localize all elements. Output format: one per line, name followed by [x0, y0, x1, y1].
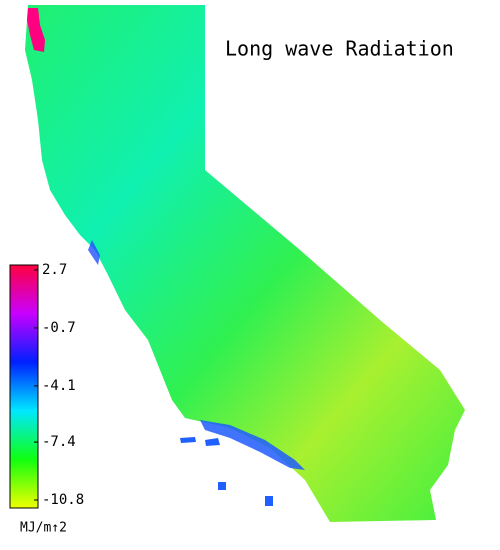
island	[265, 496, 273, 506]
colorbar-unit: MJ/m↑2	[20, 521, 67, 536]
map-title: Long wave Radiation	[225, 37, 454, 61]
island	[218, 482, 226, 490]
coastal-band	[200, 420, 305, 470]
north-hotspot	[27, 8, 45, 52]
island	[180, 437, 196, 443]
colorbar-tick-label: -10.8	[42, 492, 84, 508]
colorbar-scale	[9, 264, 39, 509]
island	[205, 438, 220, 446]
colorbar-tick-label: 2.7	[42, 262, 67, 278]
colorbar-tick-label: -0.7	[42, 320, 76, 336]
california-region	[25, 5, 465, 522]
colorbar-tick-label: -7.4	[42, 434, 76, 450]
colorbar: 2.7 -0.7 -4.1 -7.4 -10.8	[9, 262, 84, 509]
bay-band	[88, 240, 100, 265]
colorbar-tick-label: -4.1	[42, 378, 76, 394]
